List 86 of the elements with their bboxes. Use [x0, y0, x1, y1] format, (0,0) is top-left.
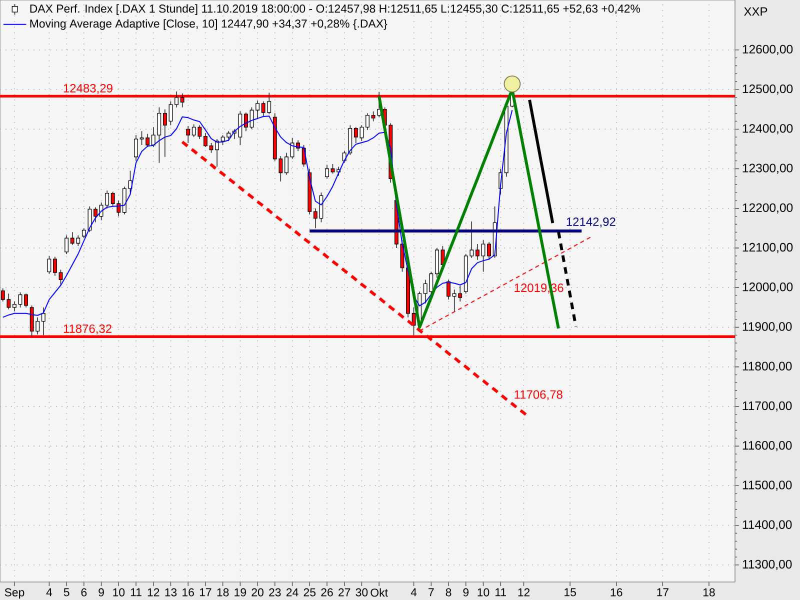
data-label: 12142,92	[566, 217, 616, 228]
candlestick	[366, 112, 370, 130]
x-tick-label: 8	[446, 588, 452, 596]
candlestick	[146, 134, 150, 148]
x-tick-label: 19	[234, 588, 246, 596]
candlestick	[244, 112, 248, 132]
candlestick	[313, 208, 318, 229]
x-tick-label: 18	[703, 588, 715, 596]
x-tick-label: 15	[564, 588, 576, 596]
x-tick-label: 9	[98, 588, 104, 596]
candlestick	[377, 92, 382, 118]
x-tick-label: 4	[410, 588, 417, 596]
candlestick	[435, 248, 439, 278]
candlestick	[476, 244, 480, 260]
candlestick	[122, 186, 126, 215]
x-tick-label: 6	[81, 588, 87, 596]
candlestick	[64, 234, 69, 254]
candlestick	[134, 134, 138, 162]
candlestick	[105, 190, 110, 209]
candlestick	[215, 138, 219, 168]
y-tick-label: 11500,00	[742, 480, 792, 491]
candlestick	[256, 100, 260, 120]
legend-label: Moving Average Adaptive [Close, 10] 12447,90 +34,37 +0,28% {.DAX}	[30, 19, 388, 30]
candlestick	[204, 132, 208, 148]
y-tick-label: 12400,00	[742, 124, 793, 134]
x-tick-label: 18	[217, 588, 229, 596]
ref-line-label: 12483,29	[64, 84, 112, 94]
x-tick-label: 12	[148, 588, 160, 596]
x-tick-label: Okt	[370, 588, 388, 597]
x-tick-label: 25	[304, 588, 316, 596]
y-tick-label: 11600,00	[742, 441, 792, 452]
candlestick	[371, 110, 376, 122]
candlestick	[174, 91, 178, 108]
candlestick	[481, 240, 486, 272]
y-tick-label: 11800,00	[742, 362, 792, 372]
x-tick-label: 26	[321, 588, 333, 596]
x-tick-label: 11	[496, 588, 506, 596]
x-tick-label: 16	[610, 588, 622, 596]
candlestick	[446, 279, 450, 300]
candlestick	[140, 130, 144, 146]
candlestick	[162, 109, 167, 158]
x-tick-label: 13	[165, 588, 177, 596]
candlestick	[24, 293, 28, 308]
data-label: 11706,78	[514, 390, 562, 400]
candlestick	[354, 126, 358, 144]
candlestick	[284, 152, 288, 176]
x-tick-label: 7	[428, 588, 434, 596]
y-tick-label: 12000,00	[742, 282, 793, 293]
x-tick-label: 24	[286, 588, 298, 596]
x-tick-label: 16	[182, 588, 194, 596]
candlestick	[487, 242, 491, 260]
ref-line-label: 11876,32	[64, 324, 112, 334]
x-tick-label: 17	[657, 588, 668, 596]
candlestick	[12, 301, 16, 312]
x-tick-label: 10	[478, 588, 490, 596]
x-tick-label: 11	[130, 588, 142, 596]
x-tick-label: 20	[252, 588, 264, 596]
x-tick-label: 9	[463, 588, 469, 596]
y-tick-label: 12100,00	[742, 242, 793, 254]
y-tick-label: 11300,00	[742, 560, 792, 570]
x-tick-label: 27	[338, 588, 350, 596]
x-tick-label: 23	[269, 588, 281, 596]
candlestick	[94, 206, 98, 223]
y-tick-label: 12600,00	[742, 44, 793, 55]
x-tick-label: 4	[46, 588, 52, 596]
candlestick	[47, 256, 52, 274]
x-tick-label: 30	[356, 588, 368, 596]
candlestick	[41, 307, 46, 336]
candlestick	[330, 164, 335, 174]
x-tick-label: 5	[64, 588, 70, 596]
candlestick	[325, 164, 329, 180]
y-tick-label: 12300,00	[742, 164, 793, 174]
y-tick-label: 11700,00	[742, 401, 792, 412]
x-tick-label: 12	[518, 588, 530, 596]
candlestick	[53, 256, 57, 276]
candlestick	[186, 126, 190, 144]
x-tick-label: 10	[113, 588, 125, 596]
x-tick-label: 17	[200, 588, 212, 596]
y-tick-label: 12200,00	[742, 203, 793, 214]
y-tick-label: 11400,00	[742, 520, 792, 530]
legend-label: DAX Perf. Index [.DAX 1 Stunde] 11.10.2019 18:00:00 - O:12457,98 H:12511,65 L:12455,30 C:12511,65 +52,63 +0,42%	[30, 4, 640, 15]
y-tick-label: 11900,00	[742, 322, 792, 332]
y-tick-label: 12500,00	[742, 84, 793, 95]
x-tick-label: Sep	[4, 588, 24, 599]
candlestick	[82, 228, 86, 238]
y-axis-title: XXP	[744, 7, 768, 16]
